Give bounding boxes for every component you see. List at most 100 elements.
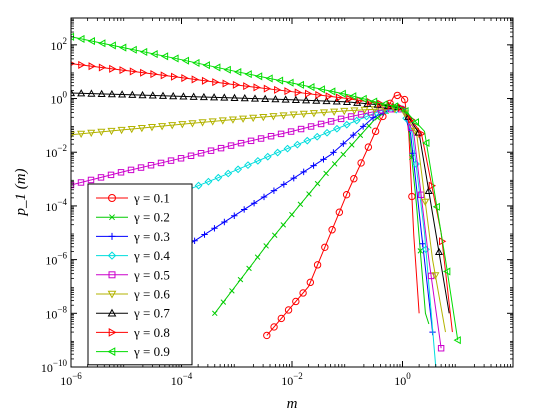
data-point xyxy=(197,150,205,157)
y-tick-label: 100 xyxy=(51,90,68,107)
data-point xyxy=(346,94,354,103)
data-point xyxy=(270,187,278,194)
data-point xyxy=(303,136,312,145)
data-point xyxy=(315,90,323,100)
data-point xyxy=(349,142,355,148)
x-axis-label: m xyxy=(287,396,298,412)
data-point xyxy=(240,94,249,102)
y-axis-label: p_1 (m) xyxy=(13,168,29,216)
data-point xyxy=(397,103,406,112)
data-point xyxy=(333,124,341,133)
data-point xyxy=(77,34,85,43)
data-point xyxy=(169,91,178,100)
data-point xyxy=(137,164,145,171)
data-point xyxy=(87,37,95,46)
data-point xyxy=(87,129,96,138)
data-point xyxy=(71,131,76,139)
data-point xyxy=(287,128,295,135)
data-point xyxy=(314,180,321,187)
legend-marker xyxy=(107,347,116,356)
data-point xyxy=(221,218,228,226)
data-point xyxy=(307,123,315,130)
data-point xyxy=(160,52,169,61)
data-point xyxy=(261,94,270,102)
data-point xyxy=(77,130,86,138)
data-point xyxy=(260,193,268,201)
data-point xyxy=(412,160,420,168)
data-point xyxy=(335,93,344,102)
data-point xyxy=(78,60,86,69)
data-point xyxy=(232,80,241,89)
data-point xyxy=(387,101,395,110)
data-point xyxy=(239,115,248,123)
data-point xyxy=(340,151,346,158)
data-point xyxy=(250,200,258,207)
series-line xyxy=(71,108,442,349)
data-point xyxy=(443,267,451,276)
data-point xyxy=(352,116,361,125)
data-point xyxy=(290,174,297,182)
data-point xyxy=(350,107,359,115)
data-point xyxy=(291,95,300,103)
data-point xyxy=(211,225,218,232)
data-point xyxy=(199,92,208,101)
data-point xyxy=(284,87,292,96)
legend-entry: γ = 0.5 xyxy=(96,267,170,282)
data-point xyxy=(350,175,358,183)
axes-layer: 10−6 10−4 10−2 100 10−10 10−8 10−6 10−4 10−2 100 1… xyxy=(41,18,513,388)
data-point xyxy=(119,66,127,75)
data-point xyxy=(127,125,136,134)
data-point xyxy=(247,137,255,145)
legend-entry: γ = 0.6 xyxy=(96,287,170,302)
data-point xyxy=(107,127,116,136)
data-point xyxy=(77,89,86,97)
data-point xyxy=(140,68,148,77)
legend: γ = 0.1 γ = 0.2 γ = 0.3 γ = 0.4 γ = 0.5 γ = 0… xyxy=(87,183,193,366)
y-tick-label: 10−2 xyxy=(45,143,67,160)
series-6 xyxy=(71,105,446,333)
series-8 xyxy=(71,60,453,333)
data-point xyxy=(259,113,268,122)
data-point xyxy=(359,94,367,103)
data-point xyxy=(274,85,282,94)
data-point xyxy=(325,92,333,101)
data-point xyxy=(366,123,372,129)
legend-label: γ = 0.4 xyxy=(133,248,170,263)
data-point xyxy=(312,96,321,104)
data-point xyxy=(158,91,168,99)
data-point xyxy=(71,88,76,97)
data-point xyxy=(270,323,278,331)
y-tick-label: 10−6 xyxy=(45,251,67,268)
data-point xyxy=(307,83,315,92)
legend-entry: γ = 0.7 xyxy=(96,306,170,321)
data-point xyxy=(306,278,315,287)
data-point xyxy=(390,102,399,111)
data-point xyxy=(202,61,210,70)
data-point xyxy=(360,106,369,115)
data-point xyxy=(340,140,347,147)
data-point xyxy=(421,198,430,207)
legend-marker xyxy=(108,232,116,240)
data-point xyxy=(289,211,295,218)
legend-marker xyxy=(108,194,116,202)
data-point xyxy=(263,84,272,93)
data-point xyxy=(317,120,325,128)
data-point xyxy=(109,64,117,73)
data-point xyxy=(204,177,213,186)
legend-marker xyxy=(108,271,116,279)
data-point xyxy=(393,91,402,100)
legend-entry: γ = 0.3 xyxy=(96,229,170,244)
data-point xyxy=(212,310,218,317)
data-point xyxy=(279,112,288,120)
data-point xyxy=(357,132,364,139)
data-point xyxy=(257,135,265,142)
y-tick-label: 10−8 xyxy=(45,304,67,321)
data-point xyxy=(246,265,252,272)
legend-marker xyxy=(108,328,117,337)
data-point xyxy=(453,336,461,345)
data-point xyxy=(338,89,346,98)
legend-marker xyxy=(109,214,115,221)
data-point xyxy=(408,192,416,201)
data-point xyxy=(300,168,307,176)
